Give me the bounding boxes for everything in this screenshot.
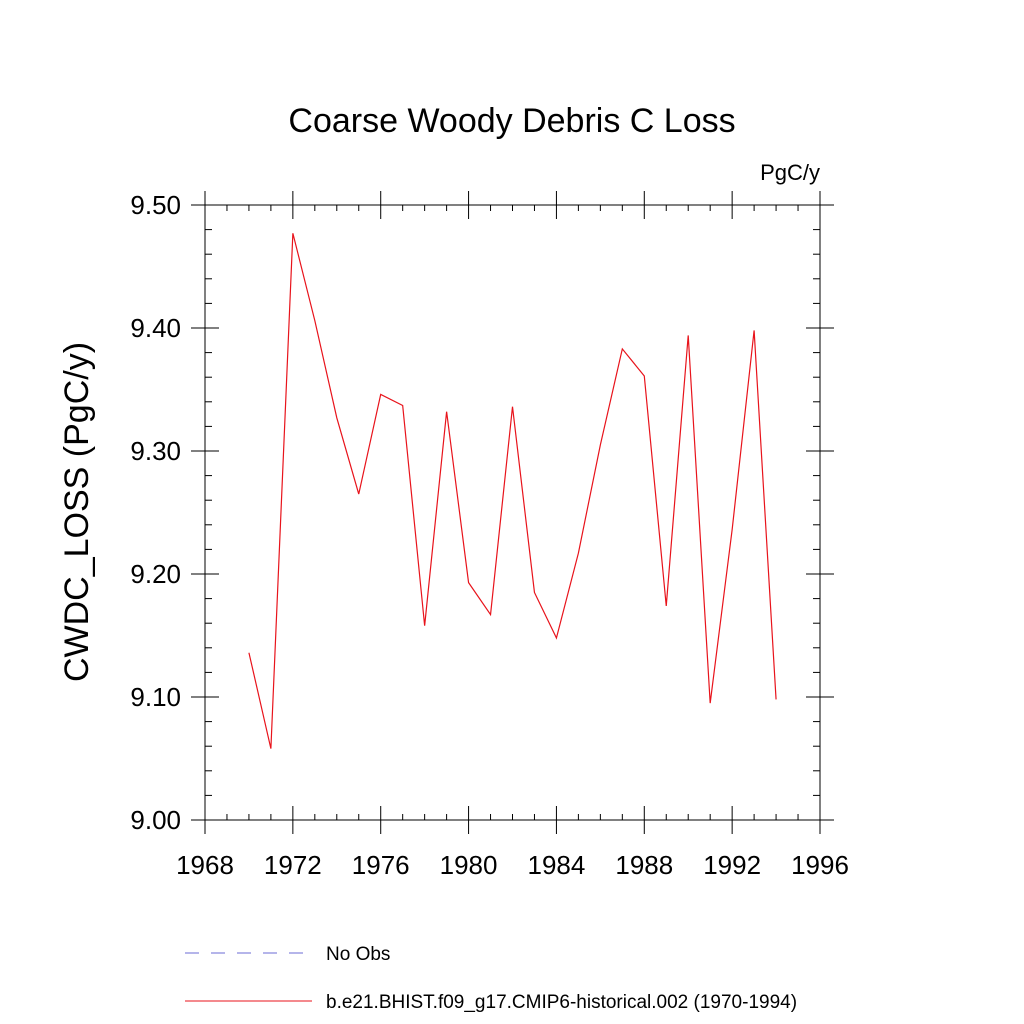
legend-label-0: No Obs xyxy=(326,944,390,965)
series-line-1 xyxy=(248,233,777,749)
y-tick-label: 9.50 xyxy=(130,190,181,220)
axis-tick-labels: 1968 1972 1976 1980 1984 1988 1992 1996 9.00 9.10… xyxy=(130,190,849,880)
x-tick-label: 1972 xyxy=(264,850,322,880)
x-tick-label: 1996 xyxy=(791,850,849,880)
x-tick-label: 1976 xyxy=(352,850,410,880)
legend: No Obs b.e21.BHIST.f09_g17.CMIP6-historic… xyxy=(185,944,797,1013)
legend-label-1: b.e21.BHIST.f09_g17.CMIP6-historical.002… xyxy=(326,992,797,1013)
x-tick-label: 1988 xyxy=(615,850,673,880)
series-layer xyxy=(248,233,777,749)
x-tick-label: 1992 xyxy=(703,850,761,880)
y-tick-label: 9.20 xyxy=(130,559,181,589)
x-tick-label: 1968 xyxy=(176,850,234,880)
x-tick-label: 1984 xyxy=(528,850,586,880)
chart-title: Coarse Woody Debris C Loss xyxy=(288,102,735,140)
axis-ticks xyxy=(191,191,834,834)
x-tick-label: 1980 xyxy=(440,850,498,880)
y-tick-label: 9.40 xyxy=(130,313,181,343)
y-tick-label: 9.10 xyxy=(130,682,181,712)
y-tick-label: 9.30 xyxy=(130,436,181,466)
units-label: PgC/y xyxy=(760,160,820,185)
y-axis-title: CWDC_LOSS (PgC/y) xyxy=(58,342,96,682)
y-tick-label: 9.00 xyxy=(130,805,181,835)
plot-frame xyxy=(204,204,821,821)
